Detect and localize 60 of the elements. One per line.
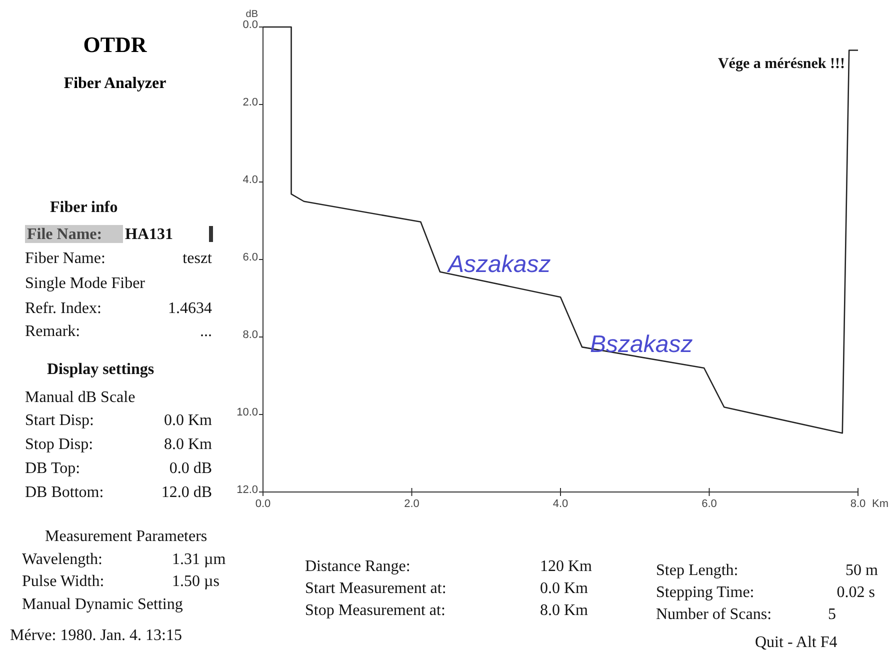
y-tick-label: 10.0: [236, 406, 258, 419]
text: Stop Disp:: [25, 436, 94, 453]
text: Stepping Time:: [656, 584, 754, 601]
text: Stop Measurement at:: [305, 602, 446, 619]
text: Manual dB Scale: [25, 389, 136, 406]
x-tick-label: 8.0: [850, 498, 866, 510]
annotation: Bszakasz: [590, 331, 693, 358]
text: Measurement Parameters: [45, 528, 208, 545]
text: DB Bottom:: [25, 484, 104, 501]
text: Manual Dynamic Setting: [22, 596, 183, 613]
text: Mérve: 1980. Jan. 4. 13:15: [10, 627, 182, 644]
text: Refr. Index:: [25, 300, 102, 317]
chart-title: OTDR: [83, 32, 148, 57]
y-axis-title: dB: [246, 9, 258, 20]
x-tick-label: 2.0: [404, 498, 420, 510]
y-tick-label: 12.0: [236, 484, 258, 496]
text: Fiber Name:: [25, 250, 106, 267]
text: 0.0 Km: [540, 580, 589, 597]
y-tick-label: 2.0: [242, 96, 258, 109]
text: 120 Km: [540, 558, 593, 575]
annotation: Aszakasz: [446, 251, 551, 278]
text: Start Measurement at:: [305, 580, 446, 597]
text: Remark:: [25, 323, 80, 340]
y-tick-label: 0.0: [242, 19, 258, 32]
text: HA131: [125, 226, 173, 243]
text: Fiber Analyzer: [64, 75, 166, 92]
text: File Name:: [27, 226, 102, 243]
x-tick-label: 6.0: [702, 498, 717, 510]
text: 12.0 dB: [161, 484, 212, 501]
annotation: Vége a mérésnek !!!: [718, 56, 845, 72]
x-tick-label: 0.0: [255, 498, 271, 510]
text: 1.4634: [168, 300, 212, 317]
text: Single Mode Fiber: [25, 275, 146, 292]
y-tick-label: 8.0: [242, 329, 258, 342]
text: Number of Scans:: [656, 606, 772, 623]
text: Distance Range:: [305, 558, 410, 575]
x-axis-title: Km: [872, 498, 888, 510]
text: 0.02 s: [836, 584, 875, 601]
y-tick-label: 6.0: [242, 252, 258, 264]
text: 8.0 Km: [164, 436, 213, 453]
text: Start Disp:: [25, 412, 94, 429]
text: Fiber info: [50, 199, 118, 216]
text: Display settings: [47, 361, 154, 378]
text: Pulse Width:: [22, 573, 104, 590]
text: 50 m: [846, 562, 879, 579]
text: 8.0 Km: [540, 602, 589, 619]
line-series: [262, 26, 859, 434]
text: Quit - Alt F4: [755, 634, 838, 651]
text: ...: [200, 323, 212, 340]
x-tick-label: 4.0: [552, 498, 568, 510]
text: DB Top:: [25, 460, 80, 477]
text: 1.50 µs: [172, 573, 220, 590]
text: Step Length:: [656, 562, 738, 579]
text: 0.0 dB: [169, 460, 212, 477]
text: teszt: [182, 250, 213, 267]
text: Wavelength:: [22, 551, 102, 568]
text: 0.0 Km: [164, 412, 213, 429]
y-tick-label: 4.0: [242, 174, 258, 186]
text: 1.31 µm: [172, 551, 226, 568]
text: 5: [828, 606, 836, 623]
